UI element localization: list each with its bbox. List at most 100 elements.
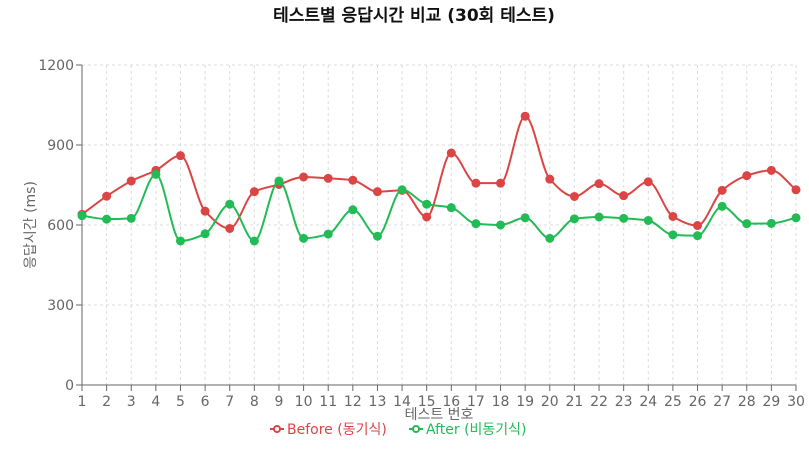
y-axis-ticks: 0 300 600 900 1200 [38,58,82,394]
series-after [77,169,801,246]
data-point[interactable] [446,203,456,213]
x-tick-label: 8 [250,394,259,410]
data-point[interactable] [249,187,259,197]
legend-label: Before (동기식) [287,422,387,438]
x-tick-label: 7 [225,394,234,410]
data-point[interactable] [126,213,136,223]
data-point[interactable] [520,111,530,121]
x-tick-label: 9 [275,394,284,410]
x-tick-label: 10 [295,394,313,410]
data-point[interactable] [299,233,309,243]
data-point[interactable] [200,229,210,239]
data-point[interactable] [594,212,604,222]
x-tick-label: 2 [102,394,111,410]
data-point[interactable] [545,233,555,243]
x-tick-label: 23 [615,394,633,410]
data-point[interactable] [471,178,481,188]
x-tick-label: 30 [787,394,805,410]
x-tick-label: 13 [369,394,387,410]
data-point[interactable] [619,191,629,201]
x-tick-label: 21 [565,394,583,410]
data-point[interactable] [643,215,653,225]
x-tick-label: 25 [664,394,682,410]
x-tick-label: 4 [151,394,160,410]
data-point[interactable] [422,212,432,222]
x-tick-label: 3 [127,394,136,410]
data-point[interactable] [372,231,382,241]
series-before [77,111,801,233]
data-point[interactable] [717,201,727,211]
data-point[interactable] [471,219,481,229]
chart-title: 테스트별 응답시간 비교 (30회 테스트) [273,6,555,26]
x-tick-label: 29 [762,394,780,410]
series-line [81,115,797,230]
data-point[interactable] [643,177,653,187]
x-tick-label: 11 [319,394,337,410]
data-point[interactable] [151,169,161,179]
data-point[interactable] [225,223,235,233]
y-tick-label: 900 [47,138,74,154]
x-tick-label: 20 [541,394,559,410]
x-tick-label: 19 [516,394,534,410]
y-axis-label: 응답시간 (ms) [23,181,39,269]
y-tick-label: 1200 [38,58,74,74]
data-point[interactable] [545,174,555,184]
legend-item-before[interactable]: Before (동기식) [270,422,387,438]
x-tick-label: 28 [738,394,756,410]
x-tick-label: 15 [418,394,436,410]
data-point[interactable] [323,173,333,183]
x-tick-label: 22 [590,394,608,410]
data-point[interactable] [299,172,309,182]
x-tick-label: 6 [201,394,210,410]
data-point[interactable] [594,179,604,189]
data-point[interactable] [496,220,506,230]
legend-marker-icon [412,425,420,433]
chart-series [77,111,801,246]
data-point[interactable] [766,218,776,228]
data-point[interactable] [77,211,87,221]
data-point[interactable] [693,221,703,231]
data-point[interactable] [126,176,136,186]
data-point[interactable] [569,214,579,224]
x-tick-label: 16 [442,394,460,410]
x-axis-ticks: 1 2 3 4 5 6 7 8 9 10 11 12 13 14 15 16 17 18 19 20 21 22 23 24 2… [78,385,805,410]
data-point[interactable] [175,236,185,246]
x-tick-label: 27 [713,394,731,410]
data-point[interactable] [668,230,678,240]
y-tick-label: 300 [47,298,74,314]
data-point[interactable] [693,231,703,241]
x-tick-label: 5 [176,394,185,410]
data-point[interactable] [422,199,432,209]
data-point[interactable] [102,214,112,224]
data-point[interactable] [619,213,629,223]
data-point[interactable] [397,185,407,195]
data-point[interactable] [348,175,358,185]
data-point[interactable] [520,213,530,223]
y-tick-label: 0 [65,378,74,394]
data-point[interactable] [496,178,506,188]
chart-grid [82,64,797,385]
data-point[interactable] [742,219,752,229]
x-tick-label: 12 [344,394,362,410]
data-point[interactable] [249,236,259,246]
legend-item-after[interactable]: After (비동기식) [409,422,527,438]
legend-marker-icon [273,425,281,433]
data-point[interactable] [175,151,185,161]
data-point[interactable] [717,185,727,195]
data-point[interactable] [323,229,333,239]
data-point[interactable] [766,165,776,175]
data-point[interactable] [742,171,752,181]
data-point[interactable] [791,185,801,195]
data-point[interactable] [348,205,358,215]
data-point[interactable] [372,187,382,197]
data-point[interactable] [200,206,210,216]
data-point[interactable] [668,211,678,221]
data-point[interactable] [225,199,235,209]
x-tick-label: 24 [639,394,657,410]
data-point[interactable] [569,191,579,201]
data-point[interactable] [446,148,456,158]
chart-legend[interactable]: Before (동기식) After (비동기식) [270,422,527,438]
data-point[interactable] [791,213,801,223]
data-point[interactable] [102,191,112,201]
data-point[interactable] [274,176,284,186]
